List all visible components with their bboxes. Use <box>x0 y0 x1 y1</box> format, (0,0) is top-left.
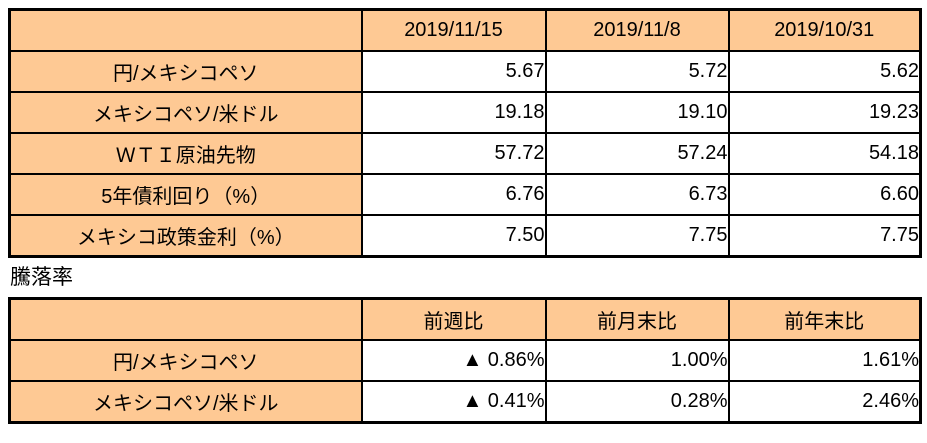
table-row: 円/メキシコペソ ▲ 0.86% 1.00% 1.61% <box>8 339 922 382</box>
row-label-cell: ＷＴＩ原油先物 <box>8 132 363 175</box>
table-row: ＷＴＩ原油先物 57.72 57.24 54.18 <box>8 132 922 175</box>
value-cell: 5.72 <box>544 50 730 93</box>
row-label-cell: 円/メキシコペソ <box>8 339 363 382</box>
value-cell: 7.50 <box>360 214 547 258</box>
value-cell: ▲ 0.86% <box>360 339 547 382</box>
table-row: メキシコ政策金利（%） 7.50 7.75 7.75 <box>8 214 922 258</box>
row-label-cell: メキシコペソ/米ドル <box>8 91 363 134</box>
value-cell: 1.00% <box>544 339 730 382</box>
date-header-cell: 2019/11/15 <box>360 8 547 52</box>
table-row: メキシコペソ/米ドル 19.18 19.10 19.23 <box>8 91 922 134</box>
date-header-cell: 2019/10/31 <box>727 8 922 52</box>
value-cell: 0.28% <box>544 380 730 424</box>
value-cell: 57.72 <box>360 132 547 175</box>
value-cell: 6.60 <box>727 173 922 216</box>
rates-header-row: 2019/11/15 2019/11/8 2019/10/31 <box>8 8 922 52</box>
rates-corner-cell <box>8 8 363 52</box>
change-header-row: 前週比 前月末比 前年末比 <box>8 297 922 341</box>
value-cell: 1.61% <box>727 339 922 382</box>
section-title: 騰落率 <box>10 266 73 289</box>
value-cell: 57.24 <box>544 132 730 175</box>
row-label-cell: メキシコ政策金利（%） <box>8 214 363 258</box>
period-header-cell: 前年末比 <box>727 297 922 341</box>
value-cell: 54.18 <box>727 132 922 175</box>
table-row: 円/メキシコペソ 5.67 5.72 5.62 <box>8 50 922 93</box>
value-cell: 6.73 <box>544 173 730 216</box>
row-label-cell: 円/メキシコペソ <box>8 50 363 93</box>
period-header-cell: 前月末比 <box>544 297 730 341</box>
value-cell: 7.75 <box>727 214 922 258</box>
value-cell: 7.75 <box>544 214 730 258</box>
value-cell: 5.67 <box>360 50 547 93</box>
value-cell: 5.62 <box>727 50 922 93</box>
value-cell: 6.76 <box>360 173 547 216</box>
table-row: 5年債利回り（%） 6.76 6.73 6.60 <box>8 173 922 216</box>
value-cell: 19.23 <box>727 91 922 134</box>
rates-table: 2019/11/15 2019/11/8 2019/10/31 円/メキシコペソ… <box>8 8 922 258</box>
row-label-cell: 5年債利回り（%） <box>8 173 363 216</box>
row-label-cell: メキシコペソ/米ドル <box>8 380 363 424</box>
value-cell: 2.46% <box>727 380 922 424</box>
date-header-cell: 2019/11/8 <box>544 8 730 52</box>
value-cell: 19.18 <box>360 91 547 134</box>
value-cell: ▲ 0.41% <box>360 380 547 424</box>
period-header-cell: 前週比 <box>360 297 547 341</box>
change-corner-cell <box>8 297 363 341</box>
change-rate-table: 前週比 前月末比 前年末比 円/メキシコペソ ▲ 0.86% 1.00% 1.6… <box>8 297 922 424</box>
table-row: メキシコペソ/米ドル ▲ 0.41% 0.28% 2.46% <box>8 380 922 424</box>
value-cell: 19.10 <box>544 91 730 134</box>
